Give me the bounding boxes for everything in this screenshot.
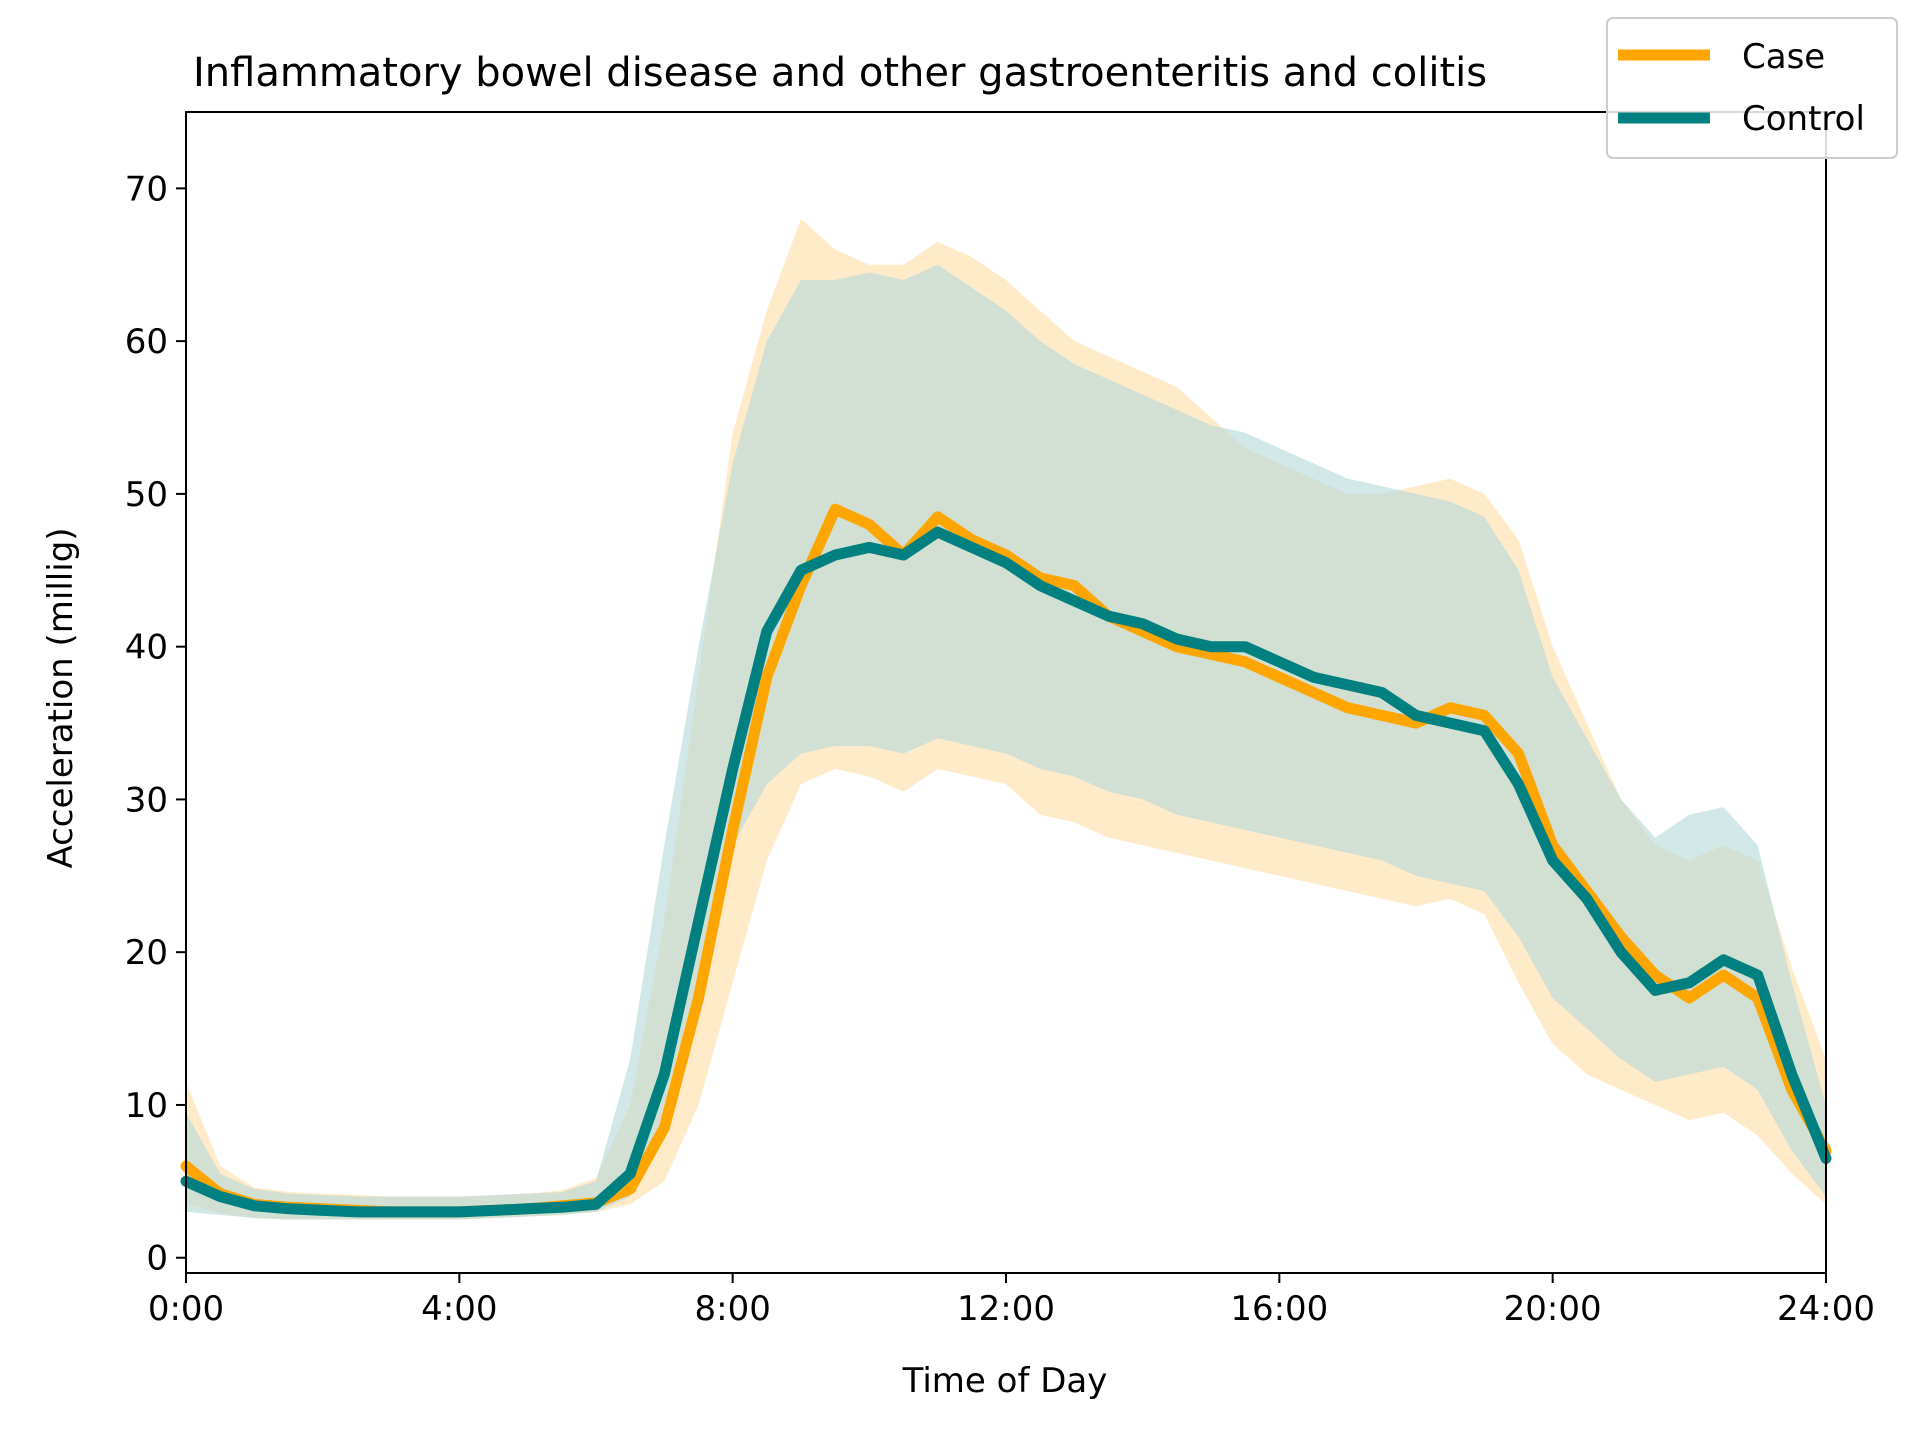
y-tick-label: 60 bbox=[125, 322, 168, 362]
series-line-control bbox=[180, 526, 1832, 1218]
y-tick-label: 30 bbox=[125, 780, 168, 820]
x-tick-label: 12:00 bbox=[957, 1289, 1055, 1329]
x-tick-label: 8:00 bbox=[694, 1289, 770, 1329]
legend: Case Control bbox=[1606, 17, 1898, 159]
x-tick-label: 20:00 bbox=[1504, 1289, 1602, 1329]
y-tick-label: 20 bbox=[125, 933, 168, 973]
series-lines bbox=[180, 503, 1832, 1218]
y-tick-label: 0 bbox=[146, 1239, 168, 1279]
band-control bbox=[186, 264, 1826, 1220]
y-axis-ticks: 0 10 20 30 40 50 60 70 bbox=[125, 169, 186, 1279]
y-tick-label: 50 bbox=[125, 475, 168, 515]
legend-label-case: Case bbox=[1742, 37, 1825, 77]
y-tick-label: 40 bbox=[125, 628, 168, 668]
y-tick-label: 70 bbox=[125, 169, 168, 209]
legend-label-control: Control bbox=[1742, 99, 1865, 139]
x-tick-label: 4:00 bbox=[421, 1289, 497, 1329]
x-tick-label: 16:00 bbox=[1230, 1289, 1328, 1329]
y-axis-label: Acceleration (millig) bbox=[41, 527, 81, 868]
x-axis-ticks: 0:00 4:00 8:00 12:00 16:00 20:00 24:00 bbox=[148, 1273, 1875, 1329]
x-axis-label: Time of Day bbox=[902, 1361, 1108, 1401]
chart-title: Inflammatory bowel disease and other gas… bbox=[193, 50, 1487, 96]
x-tick-label: 24:00 bbox=[1777, 1289, 1875, 1329]
x-tick-label: 0:00 bbox=[148, 1289, 224, 1329]
y-tick-label: 10 bbox=[125, 1086, 168, 1126]
confidence-bands bbox=[186, 218, 1826, 1220]
